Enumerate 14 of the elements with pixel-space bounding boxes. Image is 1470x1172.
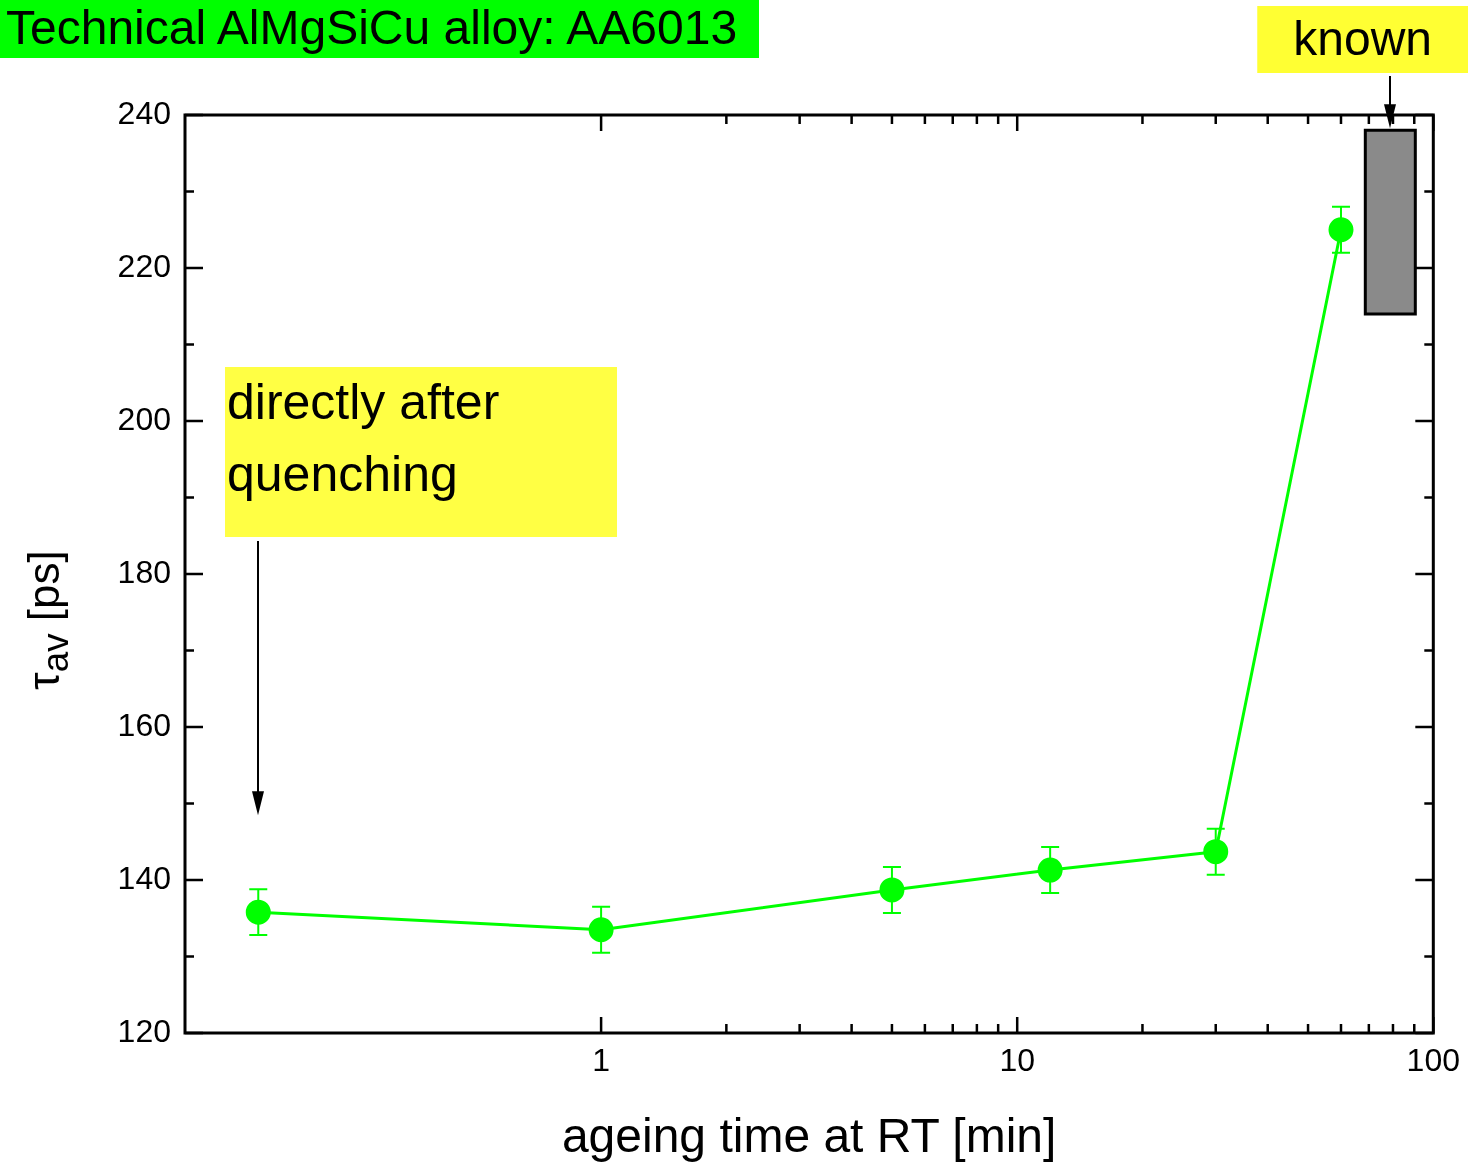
x-tick-label: 10	[999, 1042, 1035, 1079]
x-axis-title: ageing time at RT [min]	[561, 1109, 1057, 1163]
y-tick-label: 180	[117, 553, 171, 590]
y-tick-label: 200	[117, 400, 171, 437]
x-tick-label: 1	[592, 1042, 610, 1079]
y-tick-label: 120	[117, 1012, 171, 1049]
y-tick-label: 140	[117, 859, 171, 896]
y-tick-label: 160	[117, 706, 171, 743]
x-tick-label: 100	[1406, 1042, 1460, 1079]
y-tick-label: 240	[117, 94, 171, 131]
y-tick-label: 220	[117, 247, 171, 284]
band-label: known	[1293, 12, 1432, 66]
chart-title: Technical AlMgSiCu alloy: AA6013	[0, 0, 760, 58]
annotation: directly after quenching	[227, 373, 500, 502]
